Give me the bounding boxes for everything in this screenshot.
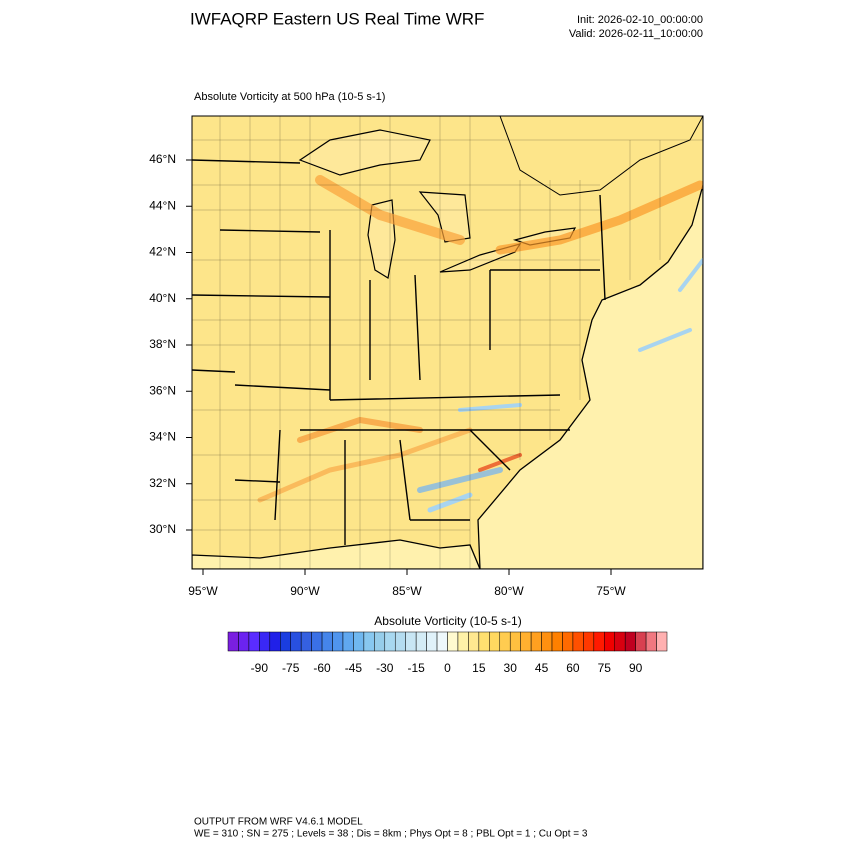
colorbar-box — [415, 631, 427, 652]
colorbar-label: 30 — [504, 661, 518, 675]
colorbar: -90 -75 -60 -45 -30 -15 0 15 30 45 60 75 90 — [227, 631, 668, 675]
colorbar-box — [604, 631, 615, 652]
lon-label: 75°W — [596, 584, 626, 598]
colorbar-label: 0 — [444, 661, 451, 675]
colorbar-box — [238, 631, 250, 652]
lat-labels: 46°N 44°N 42°N 40°N 38°N 36°N 34°N 32°N 30°N — [149, 152, 192, 536]
map-title: Absolute Vorticity at 500 hPa (10-5 s-1) — [194, 91, 385, 103]
map-frame — [191, 115, 704, 570]
colorbar-box — [614, 631, 626, 652]
colorbar-box — [645, 631, 657, 652]
colorbar-label: 90 — [629, 661, 643, 675]
colorbar-box — [394, 631, 406, 652]
colorbar-box — [426, 631, 438, 652]
colorbar-box — [280, 631, 291, 652]
lon-label: 80°W — [494, 584, 524, 598]
lat-label: 36°N — [149, 383, 176, 397]
colorbar-box — [635, 631, 647, 652]
colorbar-box — [374, 631, 386, 652]
colorbar-label: -45 — [345, 661, 363, 675]
colorbar-box — [562, 631, 574, 652]
colorbar-box — [572, 631, 584, 652]
lat-label: 34°N — [149, 430, 176, 444]
atlantic-ocean — [477, 184, 703, 569]
colorbar-box — [300, 631, 312, 652]
colorbar-box — [468, 631, 480, 652]
colorbar-label: -90 — [251, 661, 269, 675]
colorbar-box — [489, 631, 501, 652]
colorbar-box — [332, 631, 344, 652]
valid-time: Valid: 2026-02-11_10:00:00 — [569, 28, 703, 40]
colorbar-box — [269, 631, 281, 652]
colorbar-label: 75 — [598, 661, 612, 675]
colorbar-box — [353, 631, 365, 652]
lon-label: 85°W — [392, 584, 422, 598]
colorbar-box — [551, 631, 563, 652]
colorbar-box — [447, 631, 459, 652]
colorbar-box — [227, 631, 239, 652]
lat-label: 40°N — [149, 291, 176, 305]
colorbar-box — [259, 631, 271, 652]
colorbar-label: 15 — [472, 661, 486, 675]
colorbar-box — [499, 631, 511, 652]
colorbar-box — [384, 631, 396, 652]
colorbar-box — [593, 631, 605, 652]
colorbar-box — [478, 631, 490, 652]
colorbar-box — [656, 631, 668, 652]
colorbar-box — [405, 631, 417, 652]
lake-superior — [298, 129, 431, 176]
colorbar-box — [342, 631, 354, 652]
colorbar-box — [248, 631, 260, 652]
colorbar-box — [363, 631, 375, 652]
colorbar-box — [624, 631, 636, 652]
map — [192, 116, 703, 569]
colorbar-box — [520, 631, 532, 652]
colorbar-label: 60 — [566, 661, 580, 675]
lat-label: 30°N — [149, 522, 176, 536]
colorbar-box — [583, 631, 595, 652]
county-lines — [192, 116, 703, 569]
lon-label: 95°W — [188, 584, 218, 598]
colorbar-box — [290, 631, 302, 652]
colorbar-box — [541, 631, 553, 652]
colorbar-box — [436, 631, 448, 652]
page-title: IWFAQRP Eastern US Real Time WRF — [190, 9, 484, 28]
canada — [499, 116, 703, 196]
footer-line: OUTPUT FROM WRF V4.6.1 MODEL — [194, 817, 363, 828]
colorbar-box — [457, 631, 469, 652]
lon-label: 90°W — [290, 584, 320, 598]
lat-label: 32°N — [149, 476, 176, 490]
colorbar-label: -75 — [282, 661, 300, 675]
colorbar-box — [311, 631, 323, 652]
state-borders — [192, 159, 606, 545]
colorbar-box — [321, 631, 333, 652]
colorbar-label: 45 — [535, 661, 549, 675]
colorbar-box — [509, 631, 521, 652]
init-time: Init: 2026-02-10_00:00:00 — [577, 14, 703, 26]
lat-label: 46°N — [149, 152, 176, 166]
footer-line: WE = 310 ; SN = 275 ; Levels = 38 ; Dis … — [194, 829, 588, 840]
colorbar-label: -30 — [376, 661, 394, 675]
lat-label: 44°N — [149, 198, 176, 212]
colorbar-title: Absolute Vorticity (10-5 s-1) — [374, 614, 521, 628]
lat-label: 38°N — [149, 337, 176, 351]
colorbar-label: -15 — [407, 661, 425, 675]
colorbar-label: -60 — [313, 661, 331, 675]
lon-labels: 95°W 90°W 85°W 80°W 75°W — [188, 569, 626, 598]
lat-label: 42°N — [149, 245, 176, 259]
colorbar-box — [530, 631, 542, 652]
